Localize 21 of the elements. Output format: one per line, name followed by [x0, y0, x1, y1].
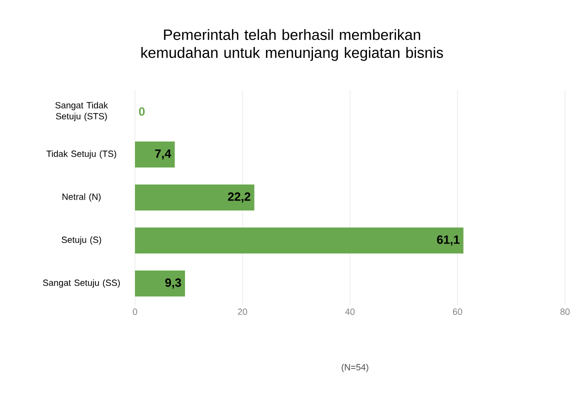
x-tick-label: 60 — [452, 308, 462, 315]
data-label: 22,2 — [228, 192, 250, 203]
bar — [135, 184, 254, 210]
data-label: 0 — [138, 107, 145, 116]
x-tick-label: 80 — [560, 308, 570, 315]
bar — [135, 142, 175, 168]
y-tick-label: Sangat Setuju (SS) — [43, 279, 120, 288]
y-tick-label: Setuju (S) — [62, 236, 102, 245]
data-label: 9,3 — [165, 278, 182, 289]
x-tick-label: 0 — [132, 308, 138, 315]
x-tick-label: 20 — [238, 308, 248, 315]
y-tick-label: Sangat Tidak Setuju (STS) — [55, 102, 108, 122]
text: (N=54) — [342, 364, 368, 372]
y-tick-label: Tidak Setuju (TS) — [46, 150, 116, 159]
data-label: 7,4 — [155, 149, 172, 160]
bar — [135, 270, 185, 297]
y-tick-label: Netral (N) — [62, 193, 101, 202]
bar — [135, 228, 464, 254]
x-tick-label: 40 — [345, 308, 355, 315]
data-label: 61,1 — [437, 235, 460, 246]
chart-title: Pemerintah telah berhasil memberikan kemudahan untuk menunjang kegiatan bisnis — [141, 29, 444, 61]
